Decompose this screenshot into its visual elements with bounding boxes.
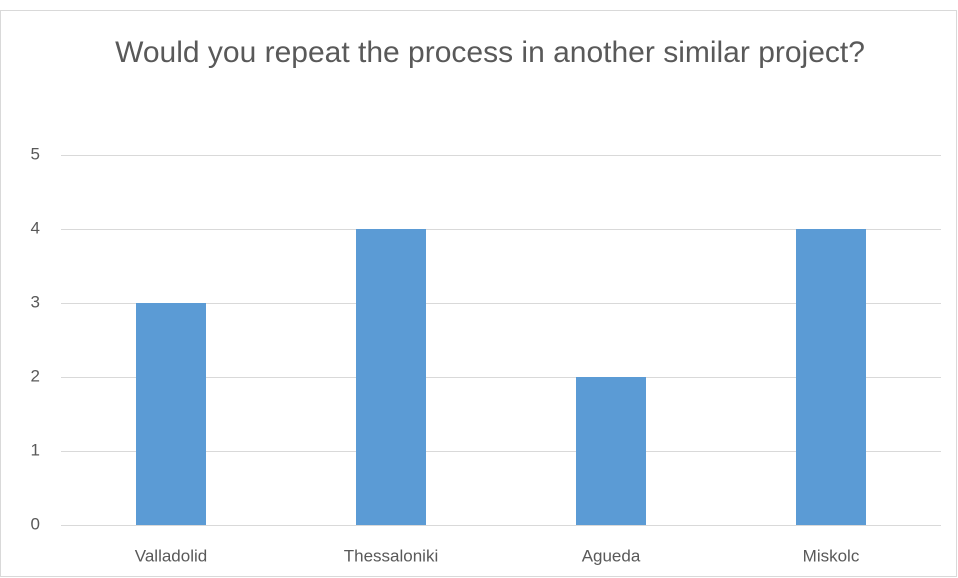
bar	[136, 303, 206, 525]
y-tick-label: 1	[31, 440, 40, 459]
bar	[576, 377, 646, 525]
chart-title: Would you repeat the process in another …	[115, 36, 865, 69]
y-tick-label: 3	[31, 292, 40, 311]
y-tick-label: 0	[31, 514, 40, 533]
bar	[796, 229, 866, 525]
y-tick-label: 4	[31, 218, 40, 237]
bar	[356, 229, 426, 525]
x-tick-label: Valladolid	[135, 546, 207, 565]
x-tick-label: Agueda	[582, 546, 641, 565]
y-tick-label: 2	[31, 366, 40, 385]
x-tick-label: Miskolc	[803, 546, 860, 565]
y-tick-label: 5	[31, 144, 40, 163]
x-tick-label: Thessaloniki	[344, 546, 439, 565]
